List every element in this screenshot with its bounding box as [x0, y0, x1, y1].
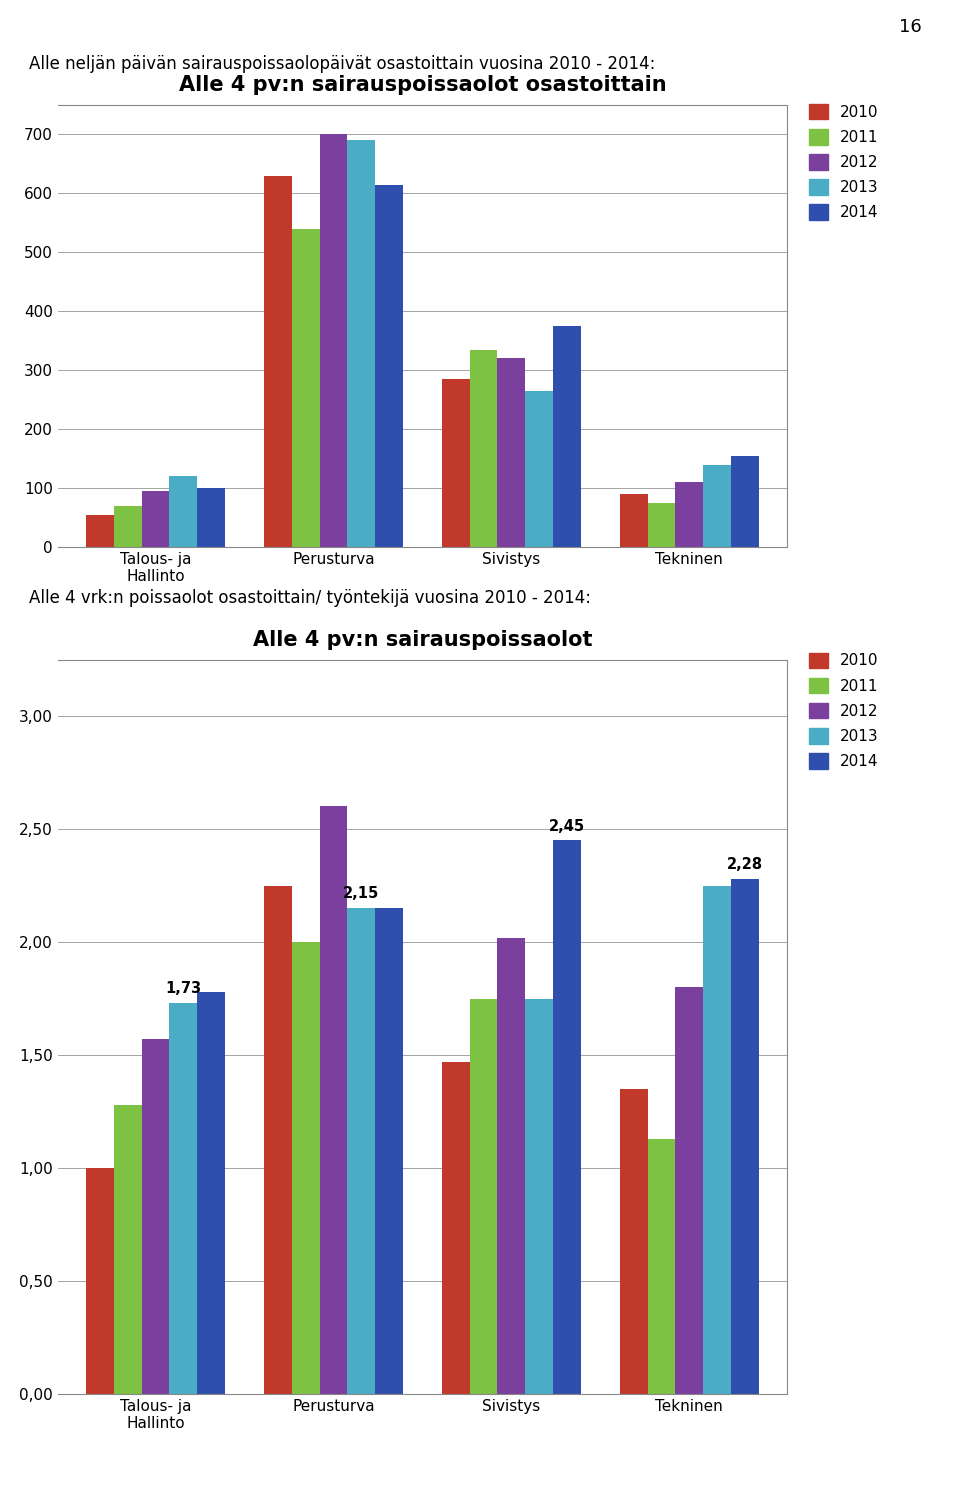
Bar	[86, 1168, 114, 1394]
Bar	[197, 489, 225, 547]
Bar	[553, 327, 581, 547]
Bar	[320, 806, 348, 1394]
Bar	[375, 908, 403, 1394]
Bar	[114, 1105, 141, 1394]
Bar	[553, 841, 581, 1394]
Title: Alle 4 pv:n sairauspoissaolot osastoittain: Alle 4 pv:n sairauspoissaolot osastoitta…	[179, 75, 666, 94]
Text: 1,73: 1,73	[165, 982, 202, 997]
Bar	[141, 492, 169, 547]
Text: 2,15: 2,15	[343, 886, 379, 901]
Bar	[497, 937, 525, 1394]
Bar	[442, 1061, 469, 1394]
Bar	[442, 379, 469, 547]
Bar	[292, 229, 320, 547]
Bar	[704, 465, 731, 547]
Bar	[197, 992, 225, 1394]
Bar	[648, 504, 676, 547]
Bar	[704, 886, 731, 1394]
Bar	[375, 184, 403, 547]
Bar	[114, 505, 141, 547]
Bar	[676, 988, 704, 1394]
Bar	[620, 1088, 648, 1394]
Bar	[264, 175, 292, 547]
Bar	[525, 391, 553, 547]
Bar	[320, 135, 348, 547]
Title: Alle 4 pv:n sairauspoissaolot: Alle 4 pv:n sairauspoissaolot	[252, 630, 592, 649]
Bar	[169, 477, 197, 547]
Text: 2,45: 2,45	[549, 818, 585, 833]
Bar	[292, 941, 320, 1394]
Bar	[497, 358, 525, 547]
Bar	[620, 495, 648, 547]
Text: Alle neljän päivän sairauspoissaolopäivät osastoittain vuosina 2010 - 2014:: Alle neljän päivän sairauspoissaolopäivä…	[29, 55, 655, 73]
Bar	[731, 456, 758, 547]
Bar	[469, 349, 497, 547]
Bar	[348, 141, 375, 547]
Bar	[86, 514, 114, 547]
Legend: 2010, 2011, 2012, 2013, 2014: 2010, 2011, 2012, 2013, 2014	[809, 103, 878, 220]
Bar	[141, 1039, 169, 1394]
Legend: 2010, 2011, 2012, 2013, 2014: 2010, 2011, 2012, 2013, 2014	[809, 652, 878, 769]
Bar	[676, 483, 704, 547]
Bar	[169, 1003, 197, 1394]
Text: 2,28: 2,28	[727, 857, 763, 872]
Text: Alle 4 vrk:n poissaolot osastoittain/ työntekijä vuosina 2010 - 2014:: Alle 4 vrk:n poissaolot osastoittain/ ty…	[29, 589, 590, 607]
Bar	[648, 1139, 676, 1394]
Bar	[525, 998, 553, 1394]
Bar	[264, 886, 292, 1394]
Bar	[348, 908, 375, 1394]
Bar	[731, 878, 758, 1394]
Text: 16: 16	[899, 18, 922, 36]
Bar	[469, 998, 497, 1394]
